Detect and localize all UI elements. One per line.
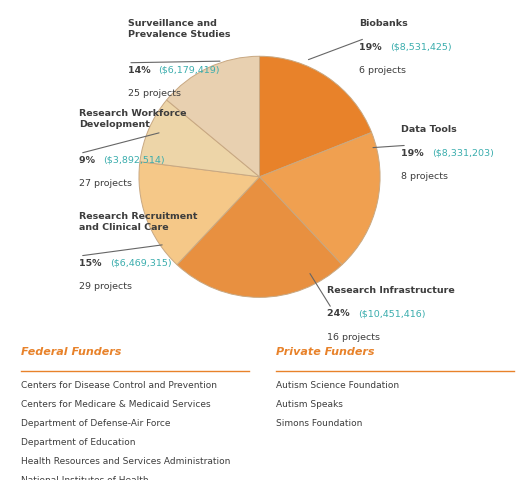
Wedge shape [140, 100, 260, 177]
Text: 25 projects: 25 projects [128, 89, 181, 98]
Text: Research Workforce
Development: Research Workforce Development [80, 109, 187, 130]
Text: Autism Speaks: Autism Speaks [276, 400, 342, 409]
Text: 19%: 19% [359, 43, 385, 51]
Text: Department of Defense-Air Force: Department of Defense-Air Force [21, 419, 171, 428]
Text: Surveillance and
Prevalence Studies: Surveillance and Prevalence Studies [128, 19, 230, 39]
Text: 29 projects: 29 projects [80, 282, 132, 291]
Text: Federal Funders: Federal Funders [21, 347, 121, 357]
Wedge shape [177, 177, 342, 298]
Text: Research Recruitment
and Clinical Care: Research Recruitment and Clinical Care [80, 212, 198, 232]
Wedge shape [139, 162, 260, 264]
Text: 16 projects: 16 projects [327, 333, 380, 342]
Text: 27 projects: 27 projects [80, 179, 132, 188]
Text: Health Resources and Services Administration: Health Resources and Services Administra… [21, 457, 231, 467]
Text: Research Infrastructure: Research Infrastructure [327, 286, 455, 295]
Text: ($6,179,419): ($6,179,419) [158, 66, 220, 75]
Text: ($8,531,425): ($8,531,425) [390, 43, 452, 51]
Text: National Institutes of Health: National Institutes of Health [21, 477, 149, 480]
Text: 9%: 9% [80, 156, 99, 165]
Text: 15%: 15% [80, 259, 105, 268]
Text: 19%: 19% [401, 149, 427, 158]
Text: 8 projects: 8 projects [401, 172, 448, 181]
Text: ($10,451,416): ($10,451,416) [358, 310, 426, 318]
Text: ($8,331,203): ($8,331,203) [432, 149, 494, 158]
Text: Centers for Disease Control and Prevention: Centers for Disease Control and Preventi… [21, 381, 217, 390]
Text: 14%: 14% [128, 66, 154, 75]
Text: ($3,892,514): ($3,892,514) [103, 156, 164, 165]
Text: Biobanks: Biobanks [359, 19, 408, 28]
Text: 6 projects: 6 projects [359, 66, 406, 75]
Text: ($6,469,315): ($6,469,315) [110, 259, 172, 268]
Text: Data Tools: Data Tools [401, 125, 457, 134]
Text: Private Funders: Private Funders [276, 347, 374, 357]
Text: Simons Foundation: Simons Foundation [276, 419, 362, 428]
Text: Department of Education: Department of Education [21, 438, 136, 447]
Text: Autism Science Foundation: Autism Science Foundation [276, 381, 399, 390]
Text: Centers for Medicare & Medicaid Services: Centers for Medicare & Medicaid Services [21, 400, 211, 409]
Wedge shape [260, 132, 380, 264]
Text: 24%: 24% [327, 310, 353, 318]
Wedge shape [260, 56, 372, 177]
Wedge shape [166, 56, 260, 177]
